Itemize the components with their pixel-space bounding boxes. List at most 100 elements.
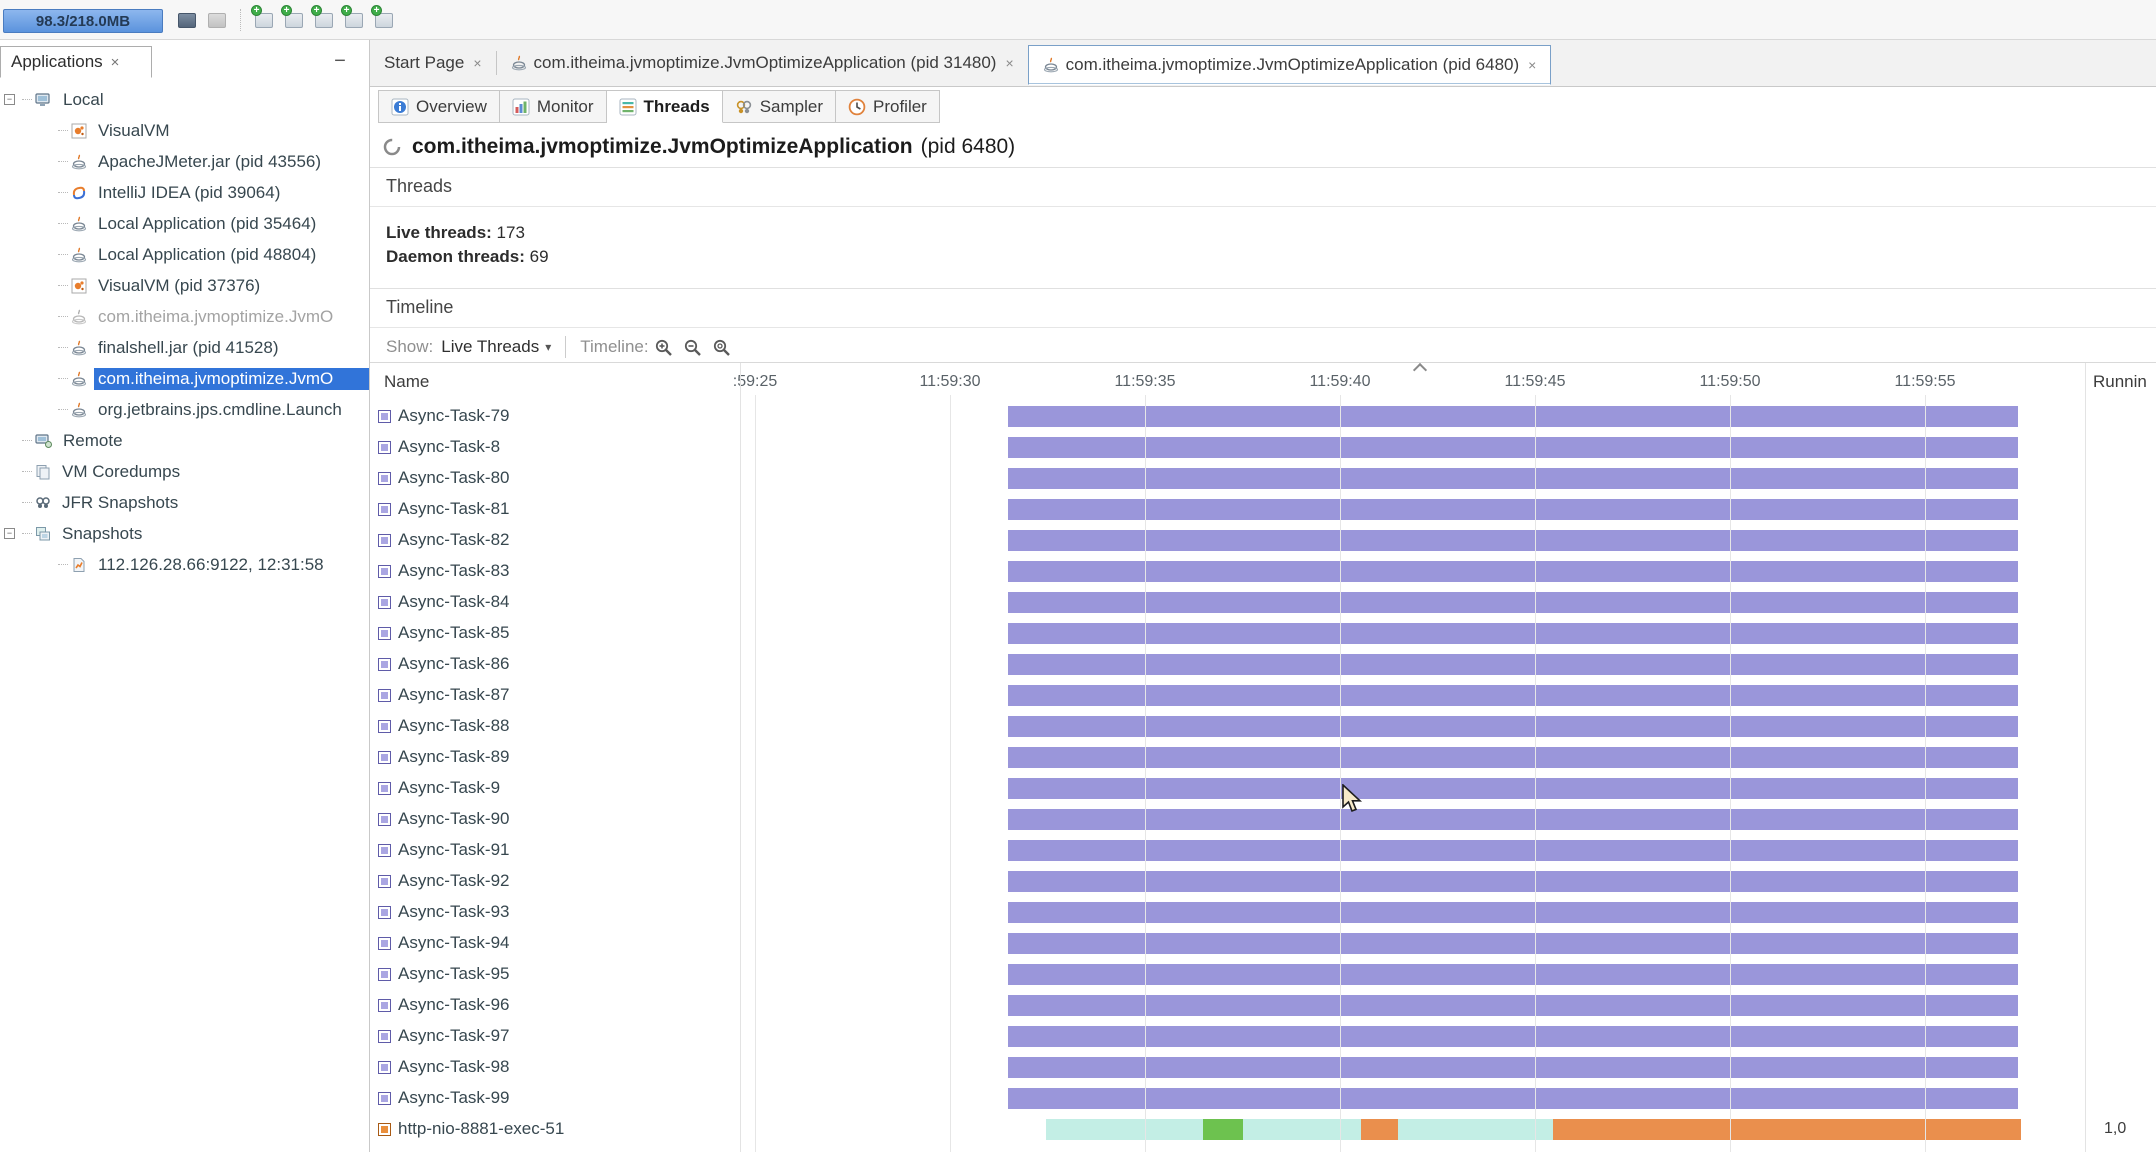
thread-row-Async-Task-92[interactable]: Async-Task-92 bbox=[370, 866, 2156, 897]
tree-item-jfr-snapshots[interactable]: JFR Snapshots bbox=[0, 487, 369, 518]
thread-row-Async-Task-9[interactable]: Async-Task-9 bbox=[370, 773, 2156, 804]
load-snapshot-icon[interactable] bbox=[175, 8, 199, 32]
thread-row-Async-Task-80[interactable]: Async-Task-80 bbox=[370, 463, 2156, 494]
thread-row-Async-Task-79[interactable]: Async-Task-79 bbox=[370, 401, 2156, 432]
applications-panel-tab[interactable]: Applications × bbox=[0, 46, 152, 78]
thread-state-bar-sleeping[interactable] bbox=[1008, 654, 2018, 675]
show-threads-dropdown[interactable]: Live Threads bbox=[441, 337, 540, 356]
thread-row-Async-Task-97[interactable]: Async-Task-97 bbox=[370, 1021, 2156, 1052]
expander-icon[interactable]: − bbox=[4, 94, 15, 105]
tab-profiler[interactable]: Profiler bbox=[836, 90, 940, 123]
tree-item-local-application-pid-48804-[interactable]: Local Application (pid 48804) bbox=[0, 239, 369, 270]
thread-state-bar-sleeping[interactable] bbox=[1008, 530, 2018, 551]
thread-row-Async-Task-82[interactable]: Async-Task-82 bbox=[370, 525, 2156, 556]
thread-state-bar-sleeping[interactable] bbox=[1008, 933, 2018, 954]
tree-item-112-126-28-66-9122-12-31-58[interactable]: 112.126.28.66:9122, 12:31:58 bbox=[0, 549, 369, 580]
thread-state-bar-sleeping[interactable] bbox=[1008, 716, 2018, 737]
tree-item-org-jetbrains-jps-cmdline-laun[interactable]: org.jetbrains.jps.cmdline.Launch bbox=[0, 394, 369, 425]
thread-row-Async-Task-98[interactable]: Async-Task-98 bbox=[370, 1052, 2156, 1083]
add-jfr-snapshot-icon[interactable]: + bbox=[371, 5, 396, 32]
thread-row-Async-Task-88[interactable]: Async-Task-88 bbox=[370, 711, 2156, 742]
thread-row-Async-Task-96[interactable]: Async-Task-96 bbox=[370, 990, 2156, 1021]
thread-state-bar-running[interactable] bbox=[1203, 1119, 1243, 1140]
thread-row-Async-Task-93[interactable]: Async-Task-93 bbox=[370, 897, 2156, 928]
tab-monitor[interactable]: Monitor bbox=[499, 90, 607, 123]
minimize-panel-button[interactable]: − bbox=[334, 50, 346, 72]
add-snapshot-icon[interactable]: + bbox=[341, 5, 366, 32]
add-heap-dump-icon[interactable]: + bbox=[281, 5, 306, 32]
thread-row-Async-Task-94[interactable]: Async-Task-94 bbox=[370, 928, 2156, 959]
tree-item-local[interactable]: − Local bbox=[0, 84, 369, 115]
thread-row-Async-Task-89[interactable]: Async-Task-89 bbox=[370, 742, 2156, 773]
thread-state-bar-sleeping[interactable] bbox=[1008, 468, 2018, 489]
close-icon[interactable]: × bbox=[473, 55, 482, 71]
running-column-header[interactable]: Runnin bbox=[2093, 372, 2147, 391]
doc-tab-start-page[interactable]: Start Page × bbox=[370, 40, 496, 87]
tree-item-com-itheima-jvmoptimize-jvmo[interactable]: com.itheima.jvmoptimize.JvmO bbox=[0, 363, 369, 394]
thread-row-Async-Task-81[interactable]: Async-Task-81 bbox=[370, 494, 2156, 525]
add-application-icon[interactable]: + bbox=[251, 5, 276, 32]
thread-row-Async-Task-84[interactable]: Async-Task-84 bbox=[370, 587, 2156, 618]
heap-memory-gauge[interactable]: 98.3/218.0MB bbox=[3, 9, 163, 33]
tree-item-com-itheima-jvmoptimize-jvmo[interactable]: com.itheima.jvmoptimize.JvmO bbox=[0, 301, 369, 332]
tree-item-intellij-idea-pid-39064-[interactable]: IntelliJ IDEA (pid 39064) bbox=[0, 177, 369, 208]
thread-row-Async-Task-8[interactable]: Async-Task-8 bbox=[370, 432, 2156, 463]
doc-tab-application-1[interactable]: com.itheima.jvmoptimize.JvmOptimizeAppli… bbox=[497, 40, 1028, 87]
thread-row-Async-Task-83[interactable]: Async-Task-83 bbox=[370, 556, 2156, 587]
thread-state-bar-park[interactable] bbox=[1398, 1119, 1553, 1140]
tree-item-visualvm-pid-37376-[interactable]: VisualVM (pid 37376) bbox=[0, 270, 369, 301]
thread-state-bar-sleeping[interactable] bbox=[1008, 840, 2018, 861]
close-icon[interactable]: × bbox=[1528, 57, 1537, 73]
tab-threads[interactable]: Threads bbox=[606, 90, 723, 123]
tab-overview[interactable]: Overview bbox=[378, 90, 500, 123]
zoom-fit-icon[interactable] bbox=[712, 338, 731, 357]
thread-state-bar-sleeping[interactable] bbox=[1008, 1088, 2018, 1109]
thread-row-Async-Task-95[interactable]: Async-Task-95 bbox=[370, 959, 2156, 990]
tree-item-local-application-pid-35464-[interactable]: Local Application (pid 35464) bbox=[0, 208, 369, 239]
thread-state-bar-monitor[interactable] bbox=[1553, 1119, 2021, 1140]
chevron-down-icon[interactable]: ▾ bbox=[545, 340, 552, 354]
thread-row-Async-Task-87[interactable]: Async-Task-87 bbox=[370, 680, 2156, 711]
thread-state-bar-sleeping[interactable] bbox=[1008, 778, 2018, 799]
thread-state-bar-sleeping[interactable] bbox=[1008, 592, 2018, 613]
thread-row-http-nio-8881-exec-51[interactable]: http-nio-8881-exec-51 1,0 bbox=[370, 1114, 2156, 1145]
expander-icon[interactable]: − bbox=[4, 528, 15, 539]
scroll-up-caret-icon[interactable] bbox=[1413, 363, 1427, 372]
thread-state-bar-sleeping[interactable] bbox=[1008, 499, 2018, 520]
tree-item-apachejmeter-jar-pid-43556-[interactable]: ApacheJMeter.jar (pid 43556) bbox=[0, 146, 369, 177]
thread-state-bar-sleeping[interactable] bbox=[1008, 809, 2018, 830]
close-icon[interactable]: × bbox=[1005, 55, 1014, 71]
doc-tab-application-2[interactable]: com.itheima.jvmoptimize.JvmOptimizeAppli… bbox=[1027, 45, 1552, 85]
tab-sampler[interactable]: Sampler bbox=[722, 90, 836, 123]
tree-item-snapshots[interactable]: − Snapshots bbox=[0, 518, 369, 549]
name-column-header[interactable]: Name bbox=[384, 372, 430, 391]
thread-state-bar-sleeping[interactable] bbox=[1008, 995, 2018, 1016]
zoom-in-icon[interactable] bbox=[654, 338, 673, 357]
thread-state-bar-park[interactable] bbox=[1243, 1119, 1361, 1140]
thread-state-bar-sleeping[interactable] bbox=[1008, 1057, 2018, 1078]
tree-item-vm-coredumps[interactable]: VM Coredumps bbox=[0, 456, 369, 487]
thread-state-bar-monitor[interactable] bbox=[1361, 1119, 1398, 1140]
thread-state-bar-sleeping[interactable] bbox=[1008, 437, 2018, 458]
add-thread-dump-icon[interactable]: + bbox=[311, 5, 336, 32]
thread-state-bar-sleeping[interactable] bbox=[1008, 623, 2018, 644]
thread-state-bar-sleeping[interactable] bbox=[1008, 964, 2018, 985]
thread-row-Async-Task-99[interactable]: Async-Task-99 bbox=[370, 1083, 2156, 1114]
zoom-out-icon[interactable] bbox=[683, 338, 702, 357]
thread-state-bar-sleeping[interactable] bbox=[1008, 747, 2018, 768]
thread-row-Async-Task-85[interactable]: Async-Task-85 bbox=[370, 618, 2156, 649]
thread-row-Async-Task-90[interactable]: Async-Task-90 bbox=[370, 804, 2156, 835]
thread-row-Async-Task-91[interactable]: Async-Task-91 bbox=[370, 835, 2156, 866]
thread-state-bar-sleeping[interactable] bbox=[1008, 871, 2018, 892]
thread-row-Async-Task-86[interactable]: Async-Task-86 bbox=[370, 649, 2156, 680]
close-icon[interactable]: × bbox=[110, 53, 120, 71]
thread-state-bar-sleeping[interactable] bbox=[1008, 406, 2018, 427]
tree-item-visualvm[interactable]: VisualVM bbox=[0, 115, 369, 146]
tree-item-remote[interactable]: Remote bbox=[0, 425, 369, 456]
save-snapshot-icon[interactable] bbox=[205, 8, 229, 32]
thread-state-bar-park[interactable] bbox=[1046, 1119, 1203, 1140]
thread-state-bar-sleeping[interactable] bbox=[1008, 902, 2018, 923]
tree-item-finalshell-jar-pid-41528-[interactable]: finalshell.jar (pid 41528) bbox=[0, 332, 369, 363]
thread-state-bar-sleeping[interactable] bbox=[1008, 685, 2018, 706]
thread-state-bar-sleeping[interactable] bbox=[1008, 561, 2018, 582]
